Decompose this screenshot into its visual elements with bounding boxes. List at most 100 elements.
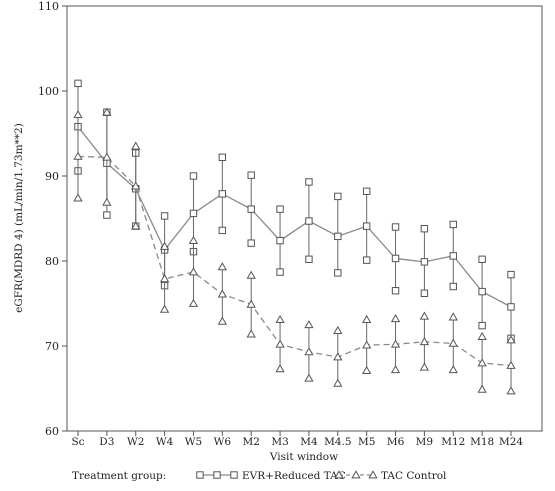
x-tick-label: M4 [300, 436, 318, 448]
error-cap-lower [275, 364, 285, 373]
error-cap-upper [247, 171, 255, 179]
error-cap-upper [449, 220, 457, 229]
series-1 [74, 79, 515, 343]
error-cap-upper [390, 313, 401, 323]
y-tick-label: 60 [45, 425, 59, 438]
error-cap-upper [275, 314, 285, 323]
data-point [304, 347, 314, 356]
y-tick-label: 90 [45, 170, 59, 183]
error-cap-upper [160, 212, 169, 220]
x-axis-label: Visit window [269, 451, 338, 463]
data-point [276, 236, 284, 245]
data-point [477, 358, 487, 367]
x-tick-label: Sc [71, 436, 84, 448]
error-cap-lower [102, 197, 112, 206]
error-cap-upper [334, 192, 342, 201]
data-point [246, 299, 256, 308]
data-point [131, 181, 141, 190]
error-cap-lower [506, 386, 516, 395]
x-tick-label: W4 [156, 436, 174, 448]
error-cap-lower [218, 226, 227, 235]
data-point [334, 232, 342, 241]
x-tick-label: D3 [99, 436, 114, 448]
x-tick-label: W6 [214, 436, 232, 448]
legend-marker [196, 471, 204, 479]
error-cap-lower [304, 373, 314, 382]
error-cap-upper [362, 314, 372, 323]
error-cap-upper [333, 325, 343, 335]
x-axis: Sc D3 W2 W4 W5 W6 M2 M3 M4 M4.5 M5 M6 M9 M12 M18 M24 [71, 431, 523, 448]
error-cap-upper [246, 270, 256, 279]
data-point [275, 339, 285, 348]
error-cap-lower [334, 269, 342, 277]
error-cap-upper [305, 178, 313, 186]
x-tick-label: W5 [185, 436, 202, 448]
error-cap-lower [362, 256, 371, 264]
error-cap-lower [333, 378, 343, 387]
x-tick-label: M12 [441, 436, 465, 448]
x-tick-label: M4.5 [324, 436, 351, 448]
legend-marker [213, 471, 221, 479]
error-cap-upper [217, 262, 227, 271]
error-cap-upper [74, 79, 82, 88]
error-cap-lower [247, 239, 255, 247]
error-cap-upper [420, 225, 429, 233]
error-cap-lower [246, 329, 256, 338]
x-tick-label: M5 [358, 436, 375, 448]
legend-marker [334, 470, 344, 479]
data-point [420, 258, 429, 266]
error-cap-upper [477, 331, 487, 340]
data-point [507, 303, 515, 311]
plot-frame [66, 5, 543, 432]
error-cap-upper [448, 312, 458, 321]
error-cap-upper [131, 141, 141, 150]
x-tick-label: M9 [416, 436, 433, 448]
legend-marker [351, 470, 361, 479]
legend-label: EVR+Reduced TAC [242, 470, 346, 482]
error-cap-upper [506, 335, 516, 344]
series-line [77, 155, 512, 367]
legend-marker [368, 470, 378, 479]
error-cap-upper [188, 235, 199, 244]
y-axis-label: eGFR(MDRD 4) (mL/min/1.73m**2) [13, 123, 25, 313]
error-cap-lower [73, 193, 83, 202]
data-point [218, 190, 227, 198]
data-point [449, 252, 457, 260]
error-cap-upper [102, 107, 112, 116]
data-point [391, 254, 400, 263]
error-cap-lower [305, 255, 313, 264]
data-point [362, 340, 372, 349]
error-cap-upper [218, 153, 227, 162]
data-point [448, 338, 458, 347]
error-cap-upper [478, 255, 486, 264]
y-tick-label: 70 [45, 340, 59, 353]
error-cap-lower [420, 289, 429, 298]
error-cap-upper [391, 223, 400, 231]
error-cap-lower [217, 316, 227, 325]
data-point [506, 360, 516, 369]
error-cap-lower [419, 362, 430, 371]
error-cap-lower [362, 365, 372, 374]
data-point [188, 267, 199, 276]
error-cap-lower [276, 268, 284, 276]
error-cap-upper [189, 172, 198, 180]
y-axis: 60 70 80 90 100 110 [38, 0, 67, 438]
error-cap-lower [103, 211, 111, 219]
legend-items: EVR+Reduced TAC TAC Control [196, 470, 447, 482]
data-point [362, 222, 371, 230]
series-line [77, 126, 512, 308]
error-cap-upper [362, 187, 371, 196]
series-2 [73, 107, 516, 395]
error-cap-upper [276, 205, 284, 213]
data-point [73, 151, 83, 160]
error-cap-lower [188, 298, 199, 307]
error-cap-lower [449, 282, 457, 291]
error-cap-upper [419, 311, 430, 320]
error-cap-lower [478, 321, 486, 330]
error-cap-lower [448, 364, 458, 374]
data-point [159, 274, 170, 283]
error-cap-lower [391, 287, 400, 295]
error-cap-lower [477, 384, 487, 393]
error-cap-upper [507, 270, 515, 279]
